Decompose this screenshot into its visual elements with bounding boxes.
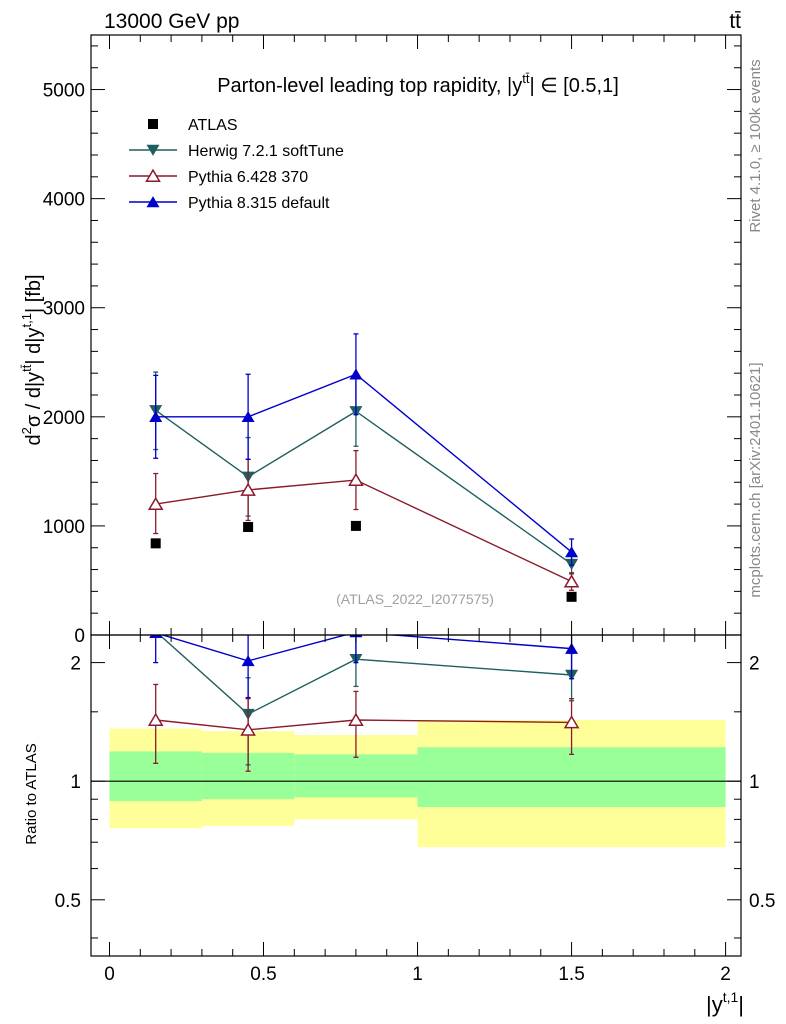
ratio-ytick-label-left-1: 1 <box>70 772 81 793</box>
ratio-series-pythia-8-315-default <box>149 635 579 699</box>
legend-label-herwig-7-2-1-softtune: Herwig 7.2.1 softTune <box>188 143 344 160</box>
main-point-pythia-6-428-370-2 <box>348 472 364 487</box>
main-point-pythia-8-315-default-0 <box>149 410 163 423</box>
ratio-ytick-label-left-0: 0.5 <box>55 891 81 912</box>
legend-label-pythia-8-315-default: Pythia 8.315 default <box>188 195 330 212</box>
main-series-pythia-6-428-370 <box>147 449 580 591</box>
legend-marker-atlas <box>148 119 158 129</box>
ratio-xtick-label-3: 1.5 <box>558 964 584 985</box>
ratio-line-pythia-6-428-370 <box>155 719 572 731</box>
ratio-xtick-label-0: 0 <box>104 964 115 985</box>
process-label: tt̄ <box>729 10 741 33</box>
ratio-point-pythia-6-428-370-0 <box>147 712 164 726</box>
ratio-y-axis-label: Ratio to ATLAS <box>23 743 40 844</box>
main-point-pythia-8-315-default-3 <box>565 546 579 558</box>
ratio-ytick-label-left-2: 2 <box>70 654 81 675</box>
main-point-pythia-8-315-default-2 <box>349 368 363 380</box>
main-point-atlas-2 <box>350 520 361 531</box>
main-ytick-label-5: 5000 <box>43 81 85 102</box>
main-ytick-label-3: 3000 <box>43 299 85 320</box>
main-series-pythia-8-315-default <box>149 333 579 566</box>
ratio-line-herwig-7-2-1-softtune <box>158 635 572 715</box>
ratio-band-inner-3 <box>417 747 726 807</box>
main-point-atlas-1 <box>243 522 254 532</box>
main-ytick-label-0: 0 <box>74 626 85 647</box>
mcplots-label: mcplots.cern.ch [arXiv:2401.10621] <box>747 362 764 597</box>
main-line-pythia-6-428-370 <box>155 479 572 583</box>
energy-label: 13000 GeV pp <box>104 10 239 33</box>
y-axis-label: d2σ / d|ytt̄| d|yt,1| [fb] <box>19 274 45 445</box>
ratio-xtick-label-4: 2 <box>720 964 731 985</box>
main-ytick-label-2: 2000 <box>43 408 85 429</box>
main-point-pythia-6-428-370-1 <box>240 482 256 496</box>
main-point-atlas-0 <box>150 538 161 549</box>
ratio-point-pythia-8-315-default-0 <box>149 635 163 639</box>
legend-entry-herwig-7-2-1-softtune: Herwig 7.2.1 softTune <box>129 143 344 160</box>
ratio-point-pythia-6-428-370-2 <box>348 712 364 726</box>
legend-label-atlas: ATLAS <box>188 117 238 134</box>
ratio-ytick-label-right-2: 2 <box>749 654 760 675</box>
legend-entry-pythia-6-428-370: Pythia 6.428 370 <box>129 168 308 186</box>
legend-marker-herwig-7-2-1-softtune <box>146 144 160 156</box>
legend-entry-atlas: ATLAS <box>148 117 238 134</box>
main-title: Parton-level leading top rapidity, |ytt̄… <box>217 71 619 97</box>
ratio-xtick-label-1: 0.5 <box>250 964 276 985</box>
main-point-atlas-3 <box>566 591 577 602</box>
legend-marker-pythia-8-315-default <box>146 196 160 208</box>
main-point-pythia-6-428-370-3 <box>563 574 580 588</box>
main-point-pythia-6-428-370-0 <box>147 496 164 511</box>
main-ytick-label-1: 1000 <box>43 517 85 538</box>
main-point-pythia-8-315-default-1 <box>241 410 255 423</box>
ratio-point-pythia-6-428-370-1 <box>240 722 256 736</box>
main-series-atlas <box>150 520 577 602</box>
analysis-annotation: (ATLAS_2022_I2077575) <box>336 591 494 607</box>
ratio-ytick-label-right-0: 0.5 <box>749 891 775 912</box>
ratio-bands <box>109 719 726 848</box>
ratio-point-pythia-6-428-370-3 <box>563 715 580 729</box>
ratio-line-pythia-8-315-default <box>160 635 572 662</box>
ratio-band-inner-2 <box>294 754 418 798</box>
ratio-ytick-label-right-1: 1 <box>749 772 760 793</box>
legend-label-pythia-6-428-370: Pythia 6.428 370 <box>188 169 308 186</box>
ratio-frame <box>90 634 742 957</box>
main-series-herwig-7-2-1-softtune <box>149 371 579 575</box>
ratio-point-pythia-8-315-default-1 <box>241 655 255 667</box>
main-line-herwig-7-2-1-softtune <box>155 409 572 565</box>
legend-entry-pythia-8-315-default: Pythia 8.315 default <box>129 195 330 212</box>
ratio-xtick-label-2: 1 <box>412 964 423 985</box>
ratio-series-pythia-6-428-370 <box>147 683 580 772</box>
main-ytick-label-4: 4000 <box>43 190 85 211</box>
rivet-label: Rivet 4.1.0, ≥ 100k events <box>747 59 764 232</box>
main-line-pythia-8-315-default <box>155 373 573 553</box>
x-axis-label: |yt,1| <box>706 989 744 1017</box>
legend-marker-pythia-6-428-370 <box>145 168 161 182</box>
